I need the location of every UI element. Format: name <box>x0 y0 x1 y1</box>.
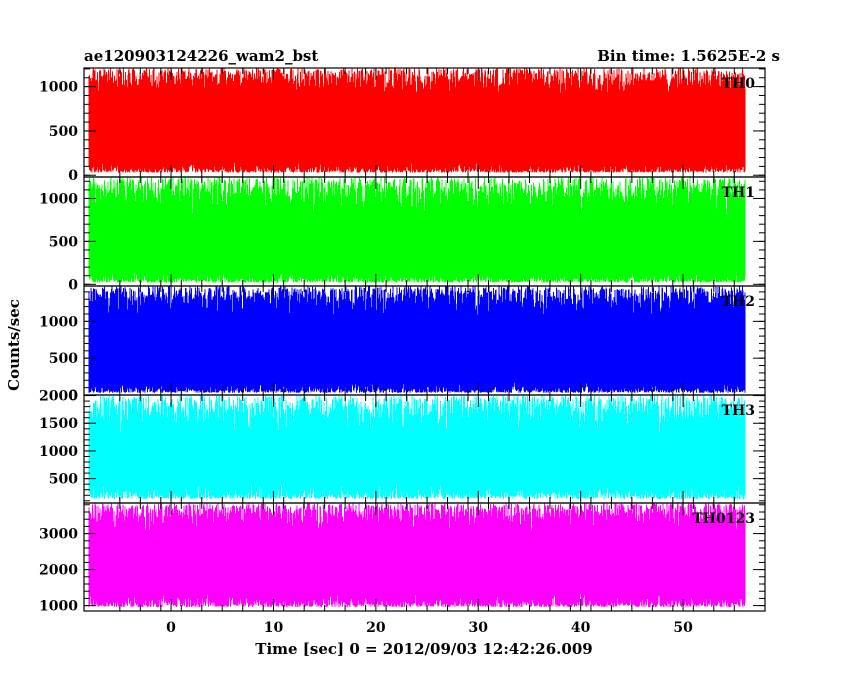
x-tick-label: 20 <box>366 620 386 636</box>
x-axis: 0 10 20 30 40 50 <box>166 620 693 636</box>
y-tick-label: 0 <box>68 388 78 404</box>
y-tick-label: 500 <box>49 124 78 140</box>
y-tick-label: 1000 <box>39 80 78 96</box>
y-tick-label: 1000 <box>39 191 78 207</box>
series-line-th1 <box>88 177 746 283</box>
panel-th2: 0 500 1000 TH2 <box>39 285 766 404</box>
series-label-th0123: TH0123 <box>692 511 755 527</box>
panel-th0: 0 500 1000 TH0 <box>39 67 766 184</box>
chart-title-right: Bin time: 1.5625E-2 s <box>597 47 780 65</box>
y-tick-label: 500 <box>49 234 78 250</box>
series-label-th2: TH2 <box>722 294 755 310</box>
x-tick-label: 50 <box>673 620 693 636</box>
panel-th0123: 1000 2000 3000 TH0123 <box>39 502 766 615</box>
x-tick-label: 0 <box>166 620 176 636</box>
chart-title-left: ae120903124226_wam2_bst <box>84 47 318 65</box>
series-line-th2 <box>88 286 746 393</box>
series-label-th1: TH1 <box>722 185 755 201</box>
panel-th3: 500 1000 1500 2000 TH3 <box>39 389 766 504</box>
y-tick-label: 1000 <box>39 599 78 615</box>
x-axis-label: Time [sec] 0 = 2012/09/03 12:42:26.009 <box>255 640 592 658</box>
y-tick-label: 500 <box>49 351 78 367</box>
x-tick-label: 40 <box>571 620 591 636</box>
y-tick-label: 500 <box>49 472 78 488</box>
series-line-th0123 <box>88 503 746 607</box>
y-axis-label: Counts/sec <box>5 299 23 391</box>
y-tick-label: 3000 <box>39 527 78 543</box>
series-line-th3 <box>88 395 746 500</box>
y-tick-label: 1500 <box>39 416 78 432</box>
y-tick-label: 0 <box>68 277 78 293</box>
series-label-th0: TH0 <box>722 76 756 92</box>
y-tick-label: 2000 <box>39 389 78 405</box>
panel-frame <box>83 502 766 612</box>
panels-group: 0 500 1000 TH0 0 500 1000 TH1 0 500 1000 TH2 500 1000… <box>39 67 766 615</box>
series-line-th0 <box>88 68 746 173</box>
y-tick-label: 2000 <box>39 563 78 579</box>
series-label-th3: TH3 <box>722 403 755 419</box>
x-tick-label: 30 <box>469 620 489 636</box>
panel-th1: 0 500 1000 TH1 <box>39 176 766 293</box>
y-tick-label: 1000 <box>39 314 78 330</box>
y-tick-label: 0 <box>68 168 78 184</box>
y-tick-label: 1000 <box>39 444 78 460</box>
x-tick-label: 10 <box>264 620 284 636</box>
